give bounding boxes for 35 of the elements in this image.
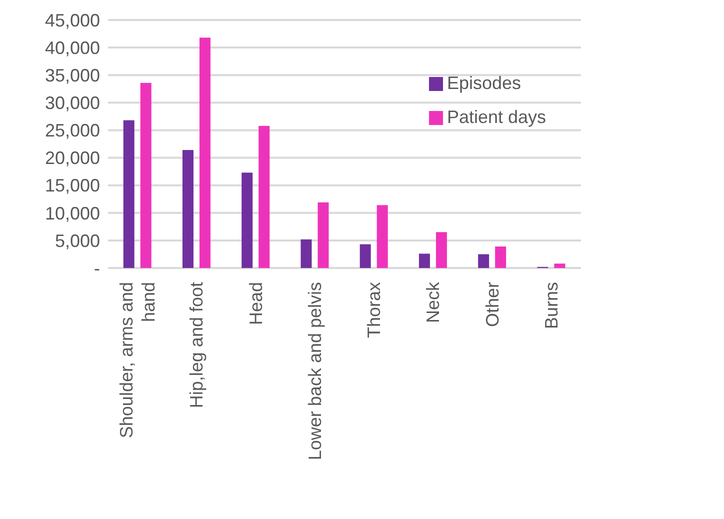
y-tick-label: 10,000 bbox=[44, 203, 100, 224]
bar bbox=[495, 246, 506, 268]
y-tick-label: 35,000 bbox=[44, 66, 100, 86]
x-tick-label: Hip,leg and foot bbox=[186, 282, 207, 408]
bar bbox=[123, 120, 134, 268]
y-tick-label: 40,000 bbox=[44, 38, 100, 58]
bar bbox=[318, 202, 329, 268]
y-tick-label: 5,000 bbox=[54, 230, 100, 251]
bar bbox=[199, 38, 210, 268]
bar bbox=[360, 244, 371, 268]
bar bbox=[140, 82, 152, 268]
y-tick-label: 45,000 bbox=[44, 10, 100, 30]
x-tick-label: Burns bbox=[541, 282, 562, 330]
bar bbox=[436, 232, 447, 268]
x-tick-label: Other bbox=[482, 282, 502, 328]
y-tick-label: 25,000 bbox=[44, 120, 100, 141]
bar bbox=[300, 239, 312, 268]
bar bbox=[418, 254, 430, 268]
bar bbox=[242, 172, 253, 268]
y-tick-label: 30,000 bbox=[44, 93, 100, 114]
bar bbox=[376, 205, 388, 268]
y-tick-label: 15,000 bbox=[44, 176, 100, 196]
y-tick-label: - bbox=[94, 258, 100, 278]
x-tick-label: Shoulder, arms and hand bbox=[116, 282, 159, 438]
legend-label: Patient days bbox=[446, 107, 546, 127]
x-tick-label: Head bbox=[246, 282, 266, 326]
x-tick-label: Thorax bbox=[364, 282, 384, 338]
x-tick-label: Lower back and pelvis bbox=[304, 282, 325, 460]
y-tick-label: 20,000 bbox=[44, 148, 100, 168]
legend-label: Episodes bbox=[446, 73, 521, 93]
x-tick-label: Neck bbox=[423, 281, 444, 324]
bar bbox=[478, 254, 490, 268]
bar bbox=[258, 126, 270, 268]
bar bbox=[554, 264, 566, 268]
bar bbox=[182, 150, 194, 268]
